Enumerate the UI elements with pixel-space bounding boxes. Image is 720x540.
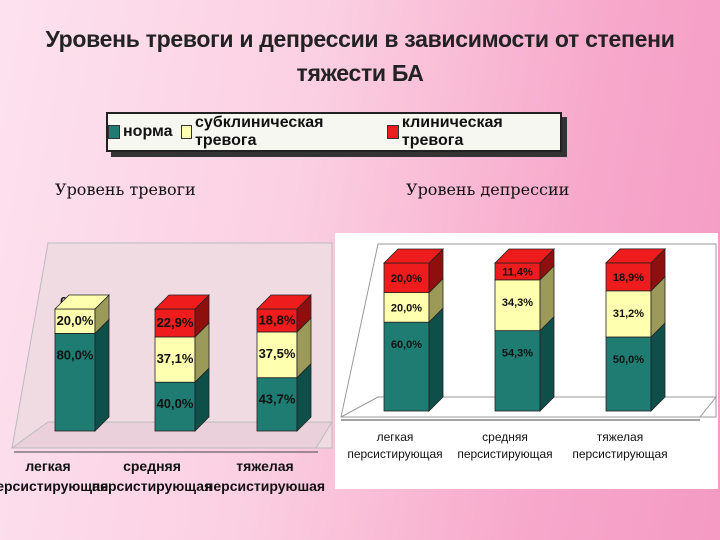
legend-swatch-norma — [108, 125, 120, 139]
depression-bar-2-norma-value-label: 50,0% — [613, 354, 644, 366]
legend-label-clinical: клиническая тревога — [401, 114, 503, 149]
anxiety-bar-1-norma-value-label: 40,0% — [157, 396, 194, 411]
anxiety-category-label-0-1: персистирующая — [0, 478, 108, 494]
legend-item-clinical: клиническая тревога — [387, 114, 560, 150]
depression-bar-1-norma-value-label: 54,3% — [502, 348, 533, 360]
anxiety-bar-2-clinical-value-label: 18,8% — [259, 312, 296, 327]
anxiety-bar-1-norma-front — [154, 381, 196, 432]
depression-bar-2-subclinical-value-label: 31,2% — [613, 308, 644, 320]
depression-bar-1-norma-side — [539, 315, 555, 412]
anxiety-bar-0-top — [54, 294, 110, 310]
depression-bar-0-norma-value-label: 60,0% — [391, 339, 422, 351]
depression-section-label: Уровень депрессии — [406, 180, 570, 199]
anxiety-bar-2-subclinical-front — [256, 331, 298, 379]
legend-item-norma: норма — [108, 123, 173, 141]
depression-bar-0-clinical-value-label: 20,0% — [391, 273, 422, 285]
anxiety-bar-1-top — [154, 294, 210, 310]
anxiety-bar-0-norma-side — [94, 318, 110, 432]
depression-bar-1-norma-front — [494, 330, 541, 412]
depression-bar-0-norma-side — [428, 307, 444, 412]
anxiety-bar-0-norma-value-label: 80,0% — [57, 347, 94, 362]
depression-bar-2-top — [605, 248, 666, 264]
depression-category-label-1-1: персистирующая — [457, 447, 552, 461]
anxiety-category-label-0-0: легкая — [25, 458, 70, 474]
depression-bar-0-clinical-front — [383, 262, 430, 294]
depression-bar-1-clinical-value-label: 11,4% — [502, 266, 533, 278]
anxiety-section-label: Уровень тревоги — [55, 180, 196, 199]
legend-swatch-clinical — [387, 125, 399, 139]
depression-bar-2-clinical-value-label: 18,9% — [613, 272, 644, 284]
anxiety-category-label-2-0: тяжелая — [236, 458, 293, 474]
anxiety-bar-1-subclinical-front — [154, 336, 196, 383]
anxiety-bar-2-norma-value-label: 43,7% — [259, 392, 296, 407]
anxiety-bar-0-subclinical-front — [54, 308, 96, 334]
depression-bar-0-top — [383, 248, 444, 264]
depression-category-label-2-0: тяжелая — [597, 430, 643, 444]
anxiety-bar-0-subclinical-value-label: 20,0% — [57, 313, 94, 328]
depression-bar-0-norma-front — [383, 321, 430, 412]
slide-title: Уровень тревоги и депрессии в зависимост… — [40, 22, 680, 90]
depression-bar-0-subclinical-front — [383, 292, 430, 323]
chart-legend: норма субклиническая тревога клиническая… — [106, 112, 562, 152]
depression-category-label-1-0: средняя — [482, 430, 528, 444]
anxiety-category-label-1-0: средняя — [123, 458, 181, 474]
anxiety-bar-1-clinical-front — [154, 308, 196, 338]
depression-category-label-0-0: легкая — [377, 430, 414, 444]
anxiety-bar-1-subclinical-value-label: 37,1% — [157, 351, 194, 366]
title-line-1: Уровень тревоги и депрессии в зависимост… — [45, 26, 675, 52]
depression-category-label-0-1: персистирующая — [347, 447, 442, 461]
legend-item-subclinical: субклиническая тревога — [180, 114, 380, 150]
legend-swatch-subclinical — [180, 125, 193, 139]
depression-bar-2-norma-side — [650, 322, 666, 412]
depression-bar-2-norma-front — [605, 336, 652, 412]
depression-bar-1-subclinical-front — [494, 279, 541, 332]
anxiety-category-label-2-1: персистируюшая — [205, 478, 325, 494]
anxiety-bar-1-clinical-value-label: 22,9% — [157, 315, 194, 330]
depression-bar-2-subclinical-front — [605, 290, 652, 338]
legend-label-subclinical: субклиническая тревога — [195, 114, 324, 149]
depression-bar-0-subclinical-value-label: 20,0% — [391, 302, 422, 314]
depression-bar-1-top — [494, 248, 555, 264]
anxiety-bar-2-top — [256, 294, 312, 310]
anxiety-category-label-1-1: персистирующая — [92, 478, 212, 494]
anxiety-bar-2-subclinical-value-label: 37,5% — [259, 346, 296, 361]
legend-label-norma: норма — [123, 123, 173, 140]
depression-category-label-2-1: персистирующая — [572, 447, 667, 461]
depression-bar-1-subclinical-value-label: 34,3% — [502, 297, 533, 309]
anxiety-bar-2-norma-front — [256, 377, 298, 432]
title-line-2: тяжести БА — [296, 60, 424, 86]
